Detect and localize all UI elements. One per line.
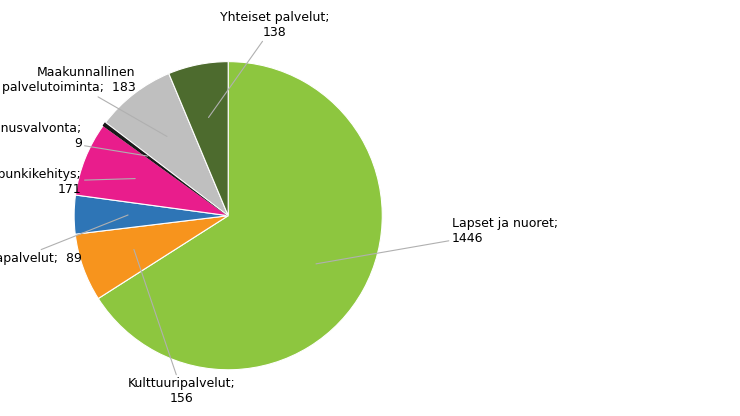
Text: Kulttuuripalvelut;
156: Kulttuuripalvelut; 156 — [128, 250, 236, 406]
Text: Kaupunkikehitys;
171: Kaupunkikehitys; 171 — [0, 168, 135, 196]
Text: Rakennusvalvonta;
9: Rakennusvalvonta; 9 — [0, 121, 148, 156]
Wedge shape — [98, 62, 383, 370]
Text: Maakunnallinen
palvelutoiminta;  183: Maakunnallinen palvelutoiminta; 183 — [2, 66, 167, 136]
Wedge shape — [75, 126, 228, 216]
Wedge shape — [103, 122, 228, 216]
Text: Yhteiset palvelut;
138: Yhteiset palvelut; 138 — [209, 10, 329, 117]
Wedge shape — [75, 216, 228, 299]
Wedge shape — [106, 74, 228, 216]
Text: Liikuntapalvelut;  89: Liikuntapalvelut; 89 — [0, 215, 128, 265]
Text: Lapset ja nuoret;
1446: Lapset ja nuoret; 1446 — [316, 217, 558, 264]
Wedge shape — [74, 195, 228, 234]
Wedge shape — [169, 62, 228, 216]
